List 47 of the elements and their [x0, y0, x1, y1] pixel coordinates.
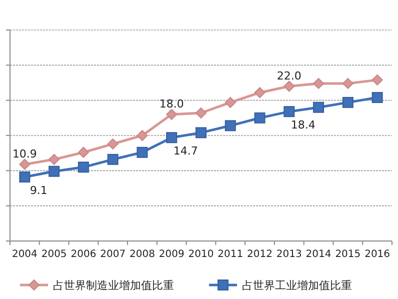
point	[48, 154, 60, 165]
x-tick-label: 2006	[70, 249, 96, 260]
data-label: 14.7	[173, 144, 198, 158]
point	[284, 106, 295, 118]
point	[19, 158, 30, 170]
point	[78, 146, 89, 158]
point	[224, 96, 236, 108]
x-tick-label: 2012	[247, 249, 272, 260]
x-tick-label: 2016	[364, 249, 390, 260]
point	[19, 171, 30, 182]
point	[107, 138, 118, 150]
legend-label: 占世界工业增加值比重	[242, 278, 352, 292]
data-label: 22.0	[276, 69, 302, 82]
point	[107, 154, 118, 165]
x-tick-label: 2007	[100, 249, 126, 260]
point	[313, 102, 324, 113]
point	[48, 166, 60, 177]
point	[372, 92, 383, 104]
point	[136, 146, 148, 158]
data-label: 9.1	[30, 184, 48, 197]
point	[284, 80, 295, 92]
data-label: 18.0	[159, 97, 184, 110]
legend-label: 占世界制造业增加值比重	[53, 278, 174, 292]
point	[342, 78, 354, 89]
point	[254, 87, 266, 98]
data-label: 10.9	[12, 147, 37, 160]
point	[372, 74, 383, 86]
x-tick-label: 2004	[12, 249, 38, 260]
x-tick-label: 2013	[276, 249, 302, 260]
point	[224, 120, 236, 132]
point	[342, 96, 354, 108]
point	[254, 112, 266, 124]
point	[166, 108, 178, 120]
point	[78, 162, 89, 173]
x-tick-label: 2010	[188, 249, 214, 260]
x-tick-label: 2009	[158, 249, 184, 260]
x-tick-label: 2005	[41, 249, 67, 260]
point	[166, 132, 178, 144]
point	[313, 78, 324, 89]
point	[136, 130, 148, 141]
x-tick-label: 2011	[218, 249, 244, 260]
point	[196, 127, 206, 138]
x-tick-label: 2014	[306, 249, 332, 260]
point	[196, 107, 206, 118]
x-tick-label: 2008	[130, 249, 155, 260]
x-tick-label: 2015	[335, 249, 361, 260]
data-label: 18.4	[290, 118, 316, 132]
